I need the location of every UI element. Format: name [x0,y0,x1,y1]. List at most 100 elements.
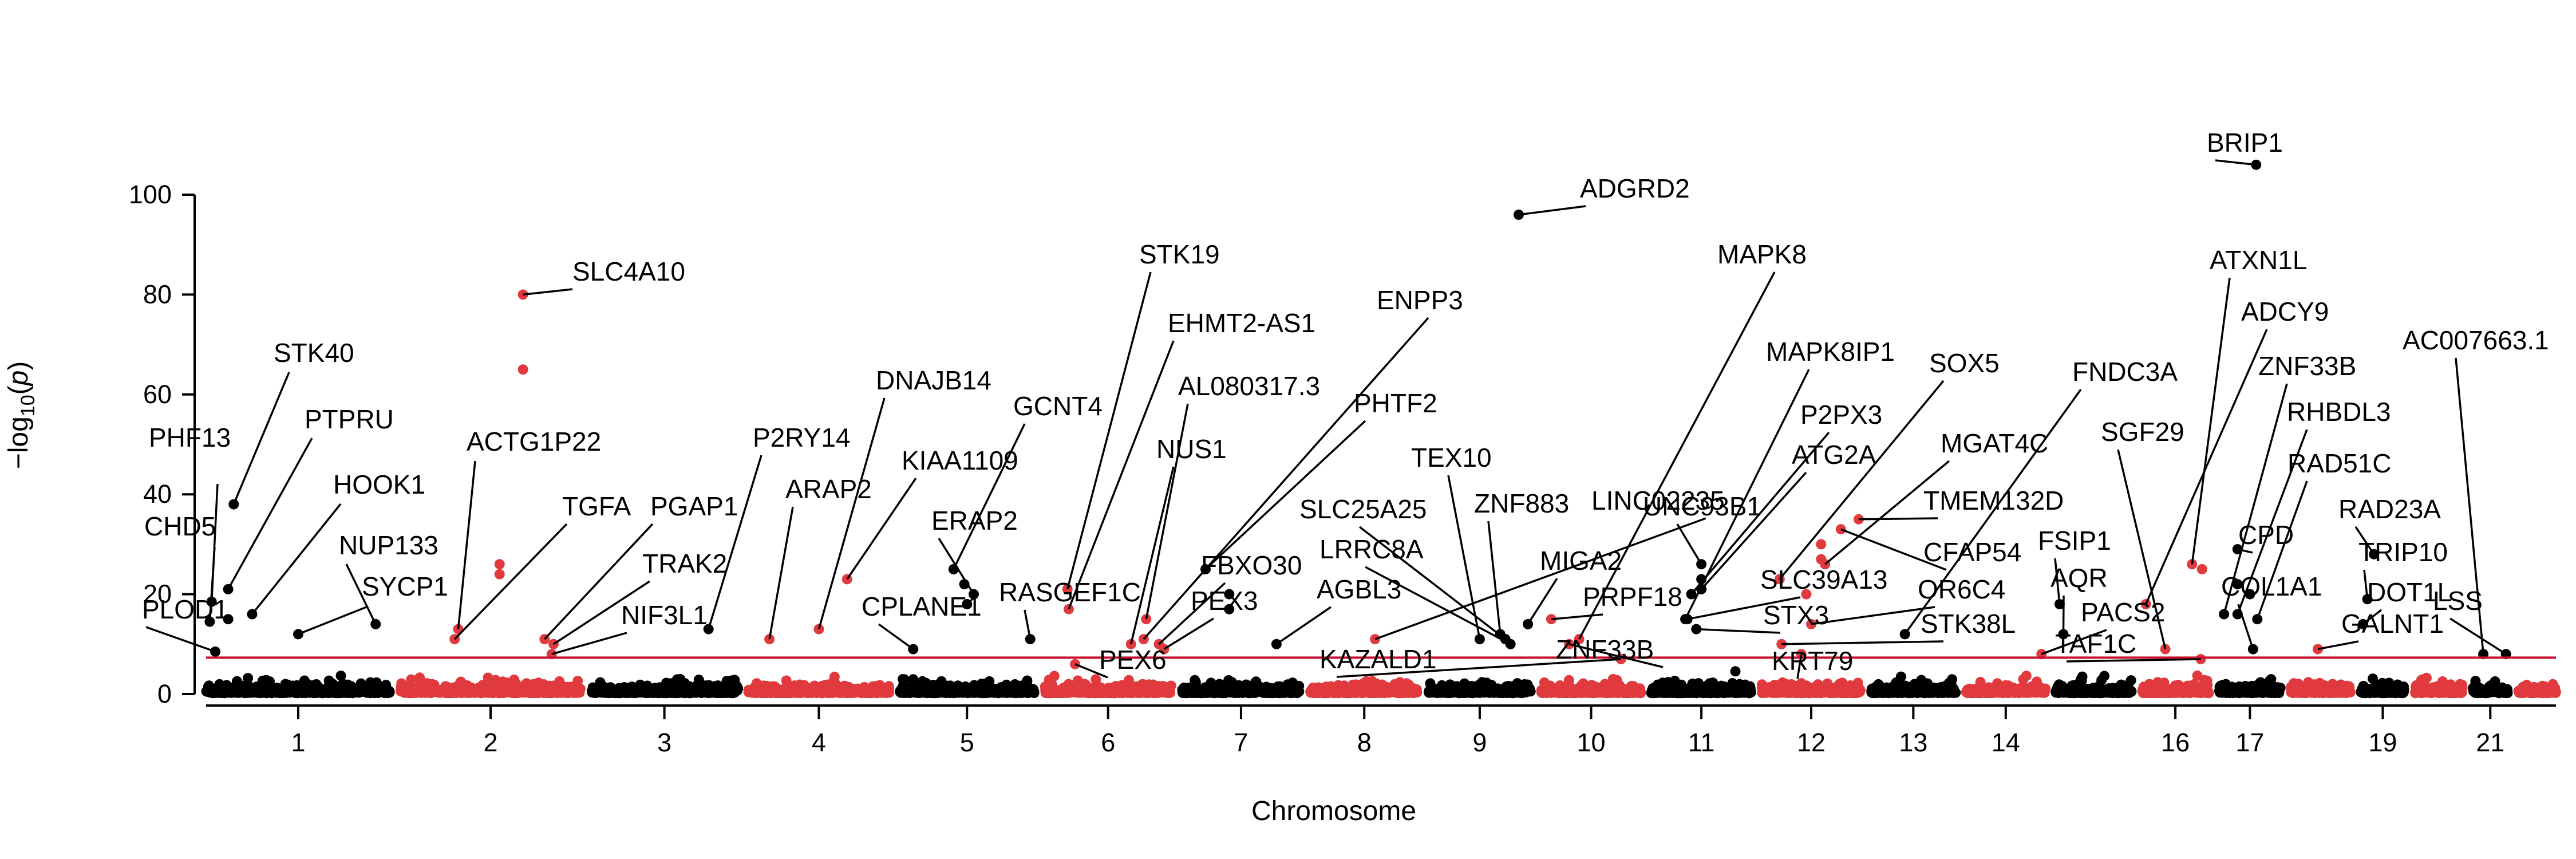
snp-point [1124,682,1135,693]
snp-point [267,687,278,698]
snp-point [1929,687,1939,698]
snp-point [667,687,678,698]
snp-point [1729,686,1740,697]
snp-point [479,685,489,696]
snp-point [1609,687,1619,698]
snp-point [898,674,908,685]
snp-point [1161,685,1172,696]
snp-point [1804,686,1815,697]
snp-point [1288,685,1299,696]
snp-point [833,687,844,698]
snp-point [1686,687,1697,698]
snp-point [654,682,665,693]
snp-point [673,677,684,688]
snp-point [1114,685,1125,695]
snp-point [711,687,722,698]
snp-point [791,684,801,695]
snp-point [345,685,355,696]
snp-point [543,684,554,695]
snp-point [503,687,513,698]
snp-point [1344,684,1355,695]
snp-point [326,681,337,692]
snp-point [1445,679,1456,690]
snp-point [244,684,255,695]
snp-point [644,687,655,698]
snp-point [1261,685,1272,696]
snp-point [281,687,292,698]
snp-point [1178,683,1189,693]
snp-point [917,676,928,687]
snp-point [453,687,464,698]
snp-point [1867,685,1878,696]
snp-point [1715,687,1726,698]
snp-point [1097,684,1108,695]
snp-point [1578,687,1589,698]
snp-point [1496,685,1507,696]
snp-point [1073,687,1084,698]
snp-point [243,673,254,684]
snp-point [903,687,914,698]
snp-point [408,688,418,699]
snp-point [1912,687,1923,698]
snp-point [1380,683,1391,694]
snp-point [1610,676,1621,687]
snp-point [880,683,891,693]
snp-point [1658,687,1669,698]
snp-point [681,686,692,697]
snp-point [233,683,244,693]
snp-point [1704,683,1715,694]
snp-point [815,683,826,693]
snp-point [1053,685,1064,696]
snp-point [621,683,631,693]
snp-point [1236,687,1247,698]
snp-point [1648,687,1659,698]
snp-point [1554,688,1564,699]
snp-point [310,688,321,699]
points-layer [201,159,2561,699]
snp-point [380,688,390,698]
snp-point [1360,687,1370,698]
snp-point [829,671,840,682]
snp-point [1563,675,1574,685]
snp-point [1903,685,1914,696]
snp-point [1136,687,1147,698]
snp-point [335,670,346,681]
snp-point [1203,687,1214,698]
snp-point [301,687,312,698]
snp-point [414,672,425,683]
snp-point [799,687,809,698]
snp-point [1476,687,1487,698]
snp-point [867,687,878,698]
snp-point [1331,685,1342,696]
snp-point [1049,671,1060,681]
snp-point [629,687,640,698]
snp-point [406,674,417,685]
snp-point [930,687,941,698]
snp-point [775,686,785,697]
snp-point [758,684,769,695]
snp-point [1429,684,1440,695]
snp-point [1884,685,1895,696]
snp-point [1010,681,1021,692]
snp-point [1587,683,1598,694]
snp-point [396,681,406,692]
snp-point [1481,677,1492,688]
snp-point [336,685,347,695]
snp-point [254,687,265,698]
snp-point [1757,679,1767,690]
snp-point [1943,687,1954,698]
snp-point [1672,685,1682,696]
snp-point [998,685,1009,696]
snp-point [213,683,224,694]
snp-point [1633,687,1644,697]
snp-point [1540,685,1551,696]
snp-point [1792,687,1803,698]
snp-point [363,686,373,697]
snp-point [1085,685,1096,696]
snp-point [1391,687,1402,698]
snp-point [977,687,987,698]
snp-point [912,687,923,698]
snp-point [693,675,704,685]
snp-point [601,687,612,698]
